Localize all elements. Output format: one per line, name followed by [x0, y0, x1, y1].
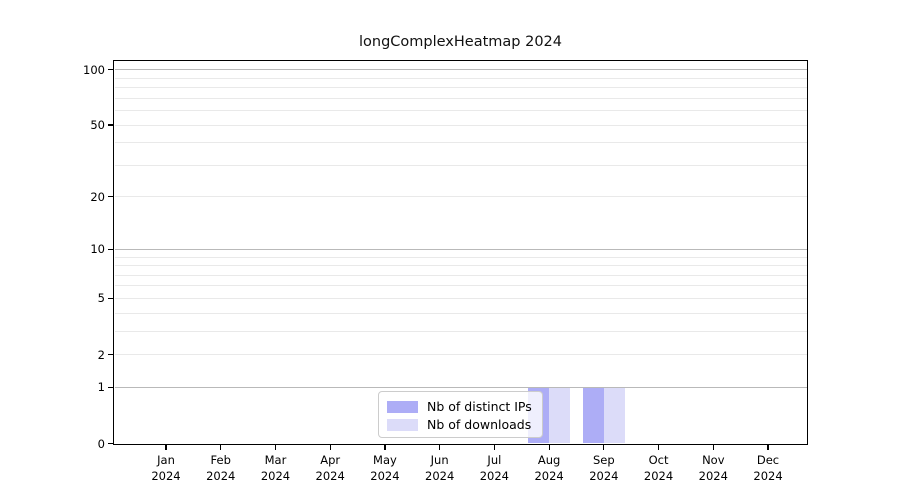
- y-axis-tick: [108, 386, 113, 388]
- legend-label-distinct-ips: Nb of distinct IPs: [427, 399, 532, 414]
- x-axis-tick-label: Dec 2024: [738, 452, 798, 484]
- minor-gridline: [114, 97, 807, 99]
- x-axis-tick-label: Jan 2024: [136, 452, 196, 484]
- x-axis-tick: [493, 445, 495, 450]
- x-axis-tick: [165, 445, 167, 450]
- y-axis-tick-label: 50: [90, 118, 105, 133]
- x-axis-tick: [767, 445, 769, 450]
- legend-swatch-distinct-ips: [387, 400, 418, 413]
- month-label: Sep: [592, 453, 615, 467]
- minor-gridline: [114, 164, 807, 166]
- x-axis-tick: [274, 445, 277, 450]
- month-label: Dec: [756, 453, 780, 467]
- bar-downloads: [549, 387, 571, 444]
- x-axis-tick: [220, 445, 222, 450]
- minor-gridline: [114, 256, 807, 258]
- month-label: Oct: [648, 453, 669, 467]
- y-axis-tick: [108, 124, 113, 126]
- year-label: 2024: [589, 469, 619, 483]
- major-gridline: [114, 386, 807, 388]
- y-axis-tick-label: 10: [90, 242, 105, 257]
- year-label: 2024: [753, 469, 783, 483]
- x-axis-tick: [439, 445, 441, 450]
- legend-label-downloads: Nb of downloads: [427, 417, 532, 432]
- year-label: 2024: [534, 469, 564, 483]
- year-label: 2024: [425, 469, 455, 483]
- major-gridline: [114, 69, 807, 71]
- month-label: Mar: [264, 453, 287, 467]
- plot-area: [113, 60, 808, 445]
- x-axis-tick-label: May 2024: [355, 452, 415, 484]
- x-axis-tick-label: Sep 2024: [574, 452, 634, 484]
- x-axis-tick: [548, 445, 550, 450]
- month-label: May: [373, 453, 397, 467]
- x-axis-tick: [603, 445, 605, 450]
- x-axis-tick: [384, 445, 386, 450]
- minor-gridline: [114, 77, 807, 79]
- y-axis-tick: [108, 196, 113, 198]
- minor-gridline: [114, 265, 807, 267]
- x-axis-tick: [329, 445, 331, 450]
- x-axis-tick-label: Apr 2024: [300, 452, 360, 484]
- minor-gridline: [114, 297, 807, 299]
- x-axis-tick-label: Oct 2024: [629, 452, 689, 484]
- minor-gridline: [114, 87, 807, 89]
- x-axis-tick: [712, 445, 714, 450]
- minor-gridline: [114, 142, 807, 144]
- x-axis-tick-label: Nov 2024: [683, 452, 743, 484]
- month-label: Nov: [702, 453, 725, 467]
- year-label: 2024: [206, 469, 236, 483]
- bar-distinct-ips: [582, 387, 604, 444]
- bar-downloads: [603, 387, 625, 444]
- x-axis-tick-label: Aug 2024: [519, 452, 579, 484]
- y-axis-tick-label: 0: [97, 436, 105, 451]
- year-label: 2024: [370, 469, 400, 483]
- y-axis-tick-label: 100: [83, 62, 105, 77]
- x-axis-tick: [657, 445, 660, 450]
- legend: Nb of distinct IPs Nb of downloads: [378, 391, 543, 438]
- y-axis-tick: [108, 297, 113, 299]
- year-label: 2024: [698, 469, 728, 483]
- minor-gridline: [114, 330, 807, 332]
- y-axis-tick-label: 5: [97, 291, 105, 306]
- minor-gridline: [114, 354, 807, 356]
- month-label: Aug: [537, 453, 561, 467]
- minor-gridline: [114, 110, 807, 112]
- minor-gridline: [114, 274, 807, 276]
- x-axis-tick-label: Mar 2024: [245, 452, 305, 484]
- minor-gridline: [114, 124, 807, 126]
- minor-gridline: [114, 196, 807, 198]
- y-axis-tick: [108, 353, 113, 356]
- month-label: Jan: [157, 453, 175, 467]
- year-label: 2024: [260, 469, 291, 483]
- month-label: Jun: [430, 453, 449, 467]
- minor-gridline: [114, 285, 807, 287]
- month-label: Jul: [487, 453, 502, 467]
- major-gridline: [114, 248, 807, 250]
- y-axis-tick: [108, 69, 113, 71]
- year-label: 2024: [315, 469, 345, 483]
- x-axis-tick-label: Feb 2024: [191, 452, 251, 484]
- y-axis-tick-label: 20: [90, 189, 105, 204]
- x-axis-tick-label: Jun 2024: [410, 452, 470, 484]
- x-axis-tick-label: Jul 2024: [464, 452, 524, 484]
- year-label: 2024: [643, 469, 674, 483]
- legend-item-distinct-ips: Nb of distinct IPs: [387, 398, 534, 415]
- legend-swatch-downloads: [387, 418, 418, 431]
- chart-title: longComplexHeatmap 2024: [358, 34, 562, 50]
- month-label: Apr: [320, 453, 341, 467]
- month-label: Feb: [210, 453, 231, 467]
- y-axis-tick-label: 1: [97, 380, 105, 395]
- legend-item-downloads: Nb of downloads: [387, 416, 534, 433]
- y-axis-tick: [108, 442, 113, 445]
- y-axis-tick-label: 2: [97, 347, 105, 362]
- y-axis-tick: [108, 248, 113, 250]
- minor-gridline: [114, 312, 807, 314]
- year-label: 2024: [151, 469, 181, 483]
- year-label: 2024: [479, 469, 510, 483]
